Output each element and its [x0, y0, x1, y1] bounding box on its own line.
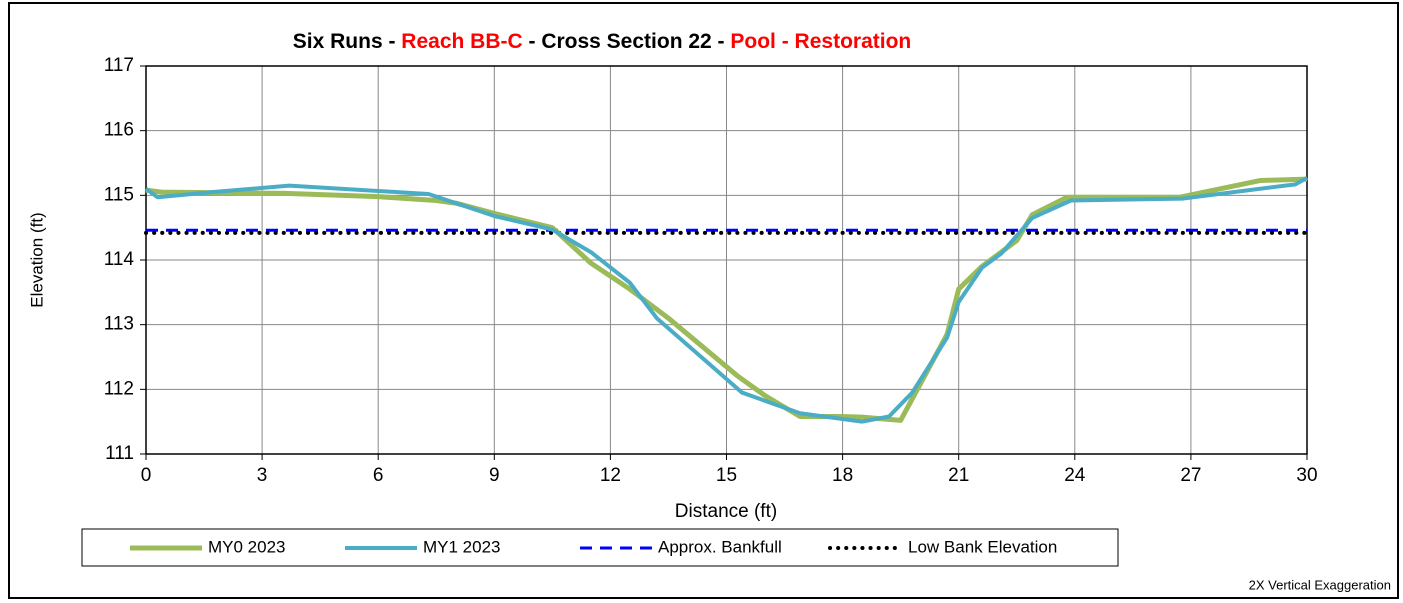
x-tick-label: 21 [948, 465, 969, 486]
y-tick-label: 116 [104, 120, 134, 141]
y-tick-label: 117 [104, 55, 134, 76]
plot-border [145, 65, 1308, 455]
x-axis-label: Distance (ft) [675, 501, 777, 522]
x-tick-label: 27 [1180, 465, 1201, 486]
x-tick-label: 3 [257, 465, 268, 486]
y-tick-label: 113 [104, 314, 134, 335]
title-segment: Six Runs - [293, 30, 402, 53]
legend-label: Low Bank Elevation [908, 537, 1057, 556]
chart-title: Six Runs - Reach BB-C - Cross Section 22… [293, 30, 911, 53]
series-line [144, 176, 1308, 424]
x-tick-label: 15 [716, 465, 737, 486]
x-tick-label: 9 [489, 465, 500, 486]
legend-label: Approx. Bankfull [658, 537, 782, 556]
y-tick-label: 114 [104, 249, 135, 270]
title-segment: - Cross Section 22 - [523, 30, 731, 53]
legend-label: MY0 2023 [208, 537, 286, 556]
x-tick-label: 30 [1296, 465, 1317, 486]
y-tick-label: 115 [104, 184, 134, 205]
y-tick-label: 112 [104, 378, 134, 399]
x-tick-label: 12 [600, 465, 621, 486]
note: 2X Vertical Exaggeration [1249, 577, 1391, 592]
x-tick-label: 6 [373, 465, 384, 486]
chart-frame [8, 2, 1399, 599]
title-segment: Reach BB-C [401, 30, 522, 53]
title-segment: Pool - Restoration [730, 30, 911, 53]
y-tick-label: 111 [105, 443, 134, 464]
x-tick-label: 24 [1064, 465, 1086, 486]
x-tick-label: 18 [832, 465, 853, 486]
legend-label: MY1 2023 [423, 537, 501, 556]
y-axis-label: Elevation (ft) [27, 212, 46, 307]
x-tick-label: 0 [141, 465, 152, 486]
